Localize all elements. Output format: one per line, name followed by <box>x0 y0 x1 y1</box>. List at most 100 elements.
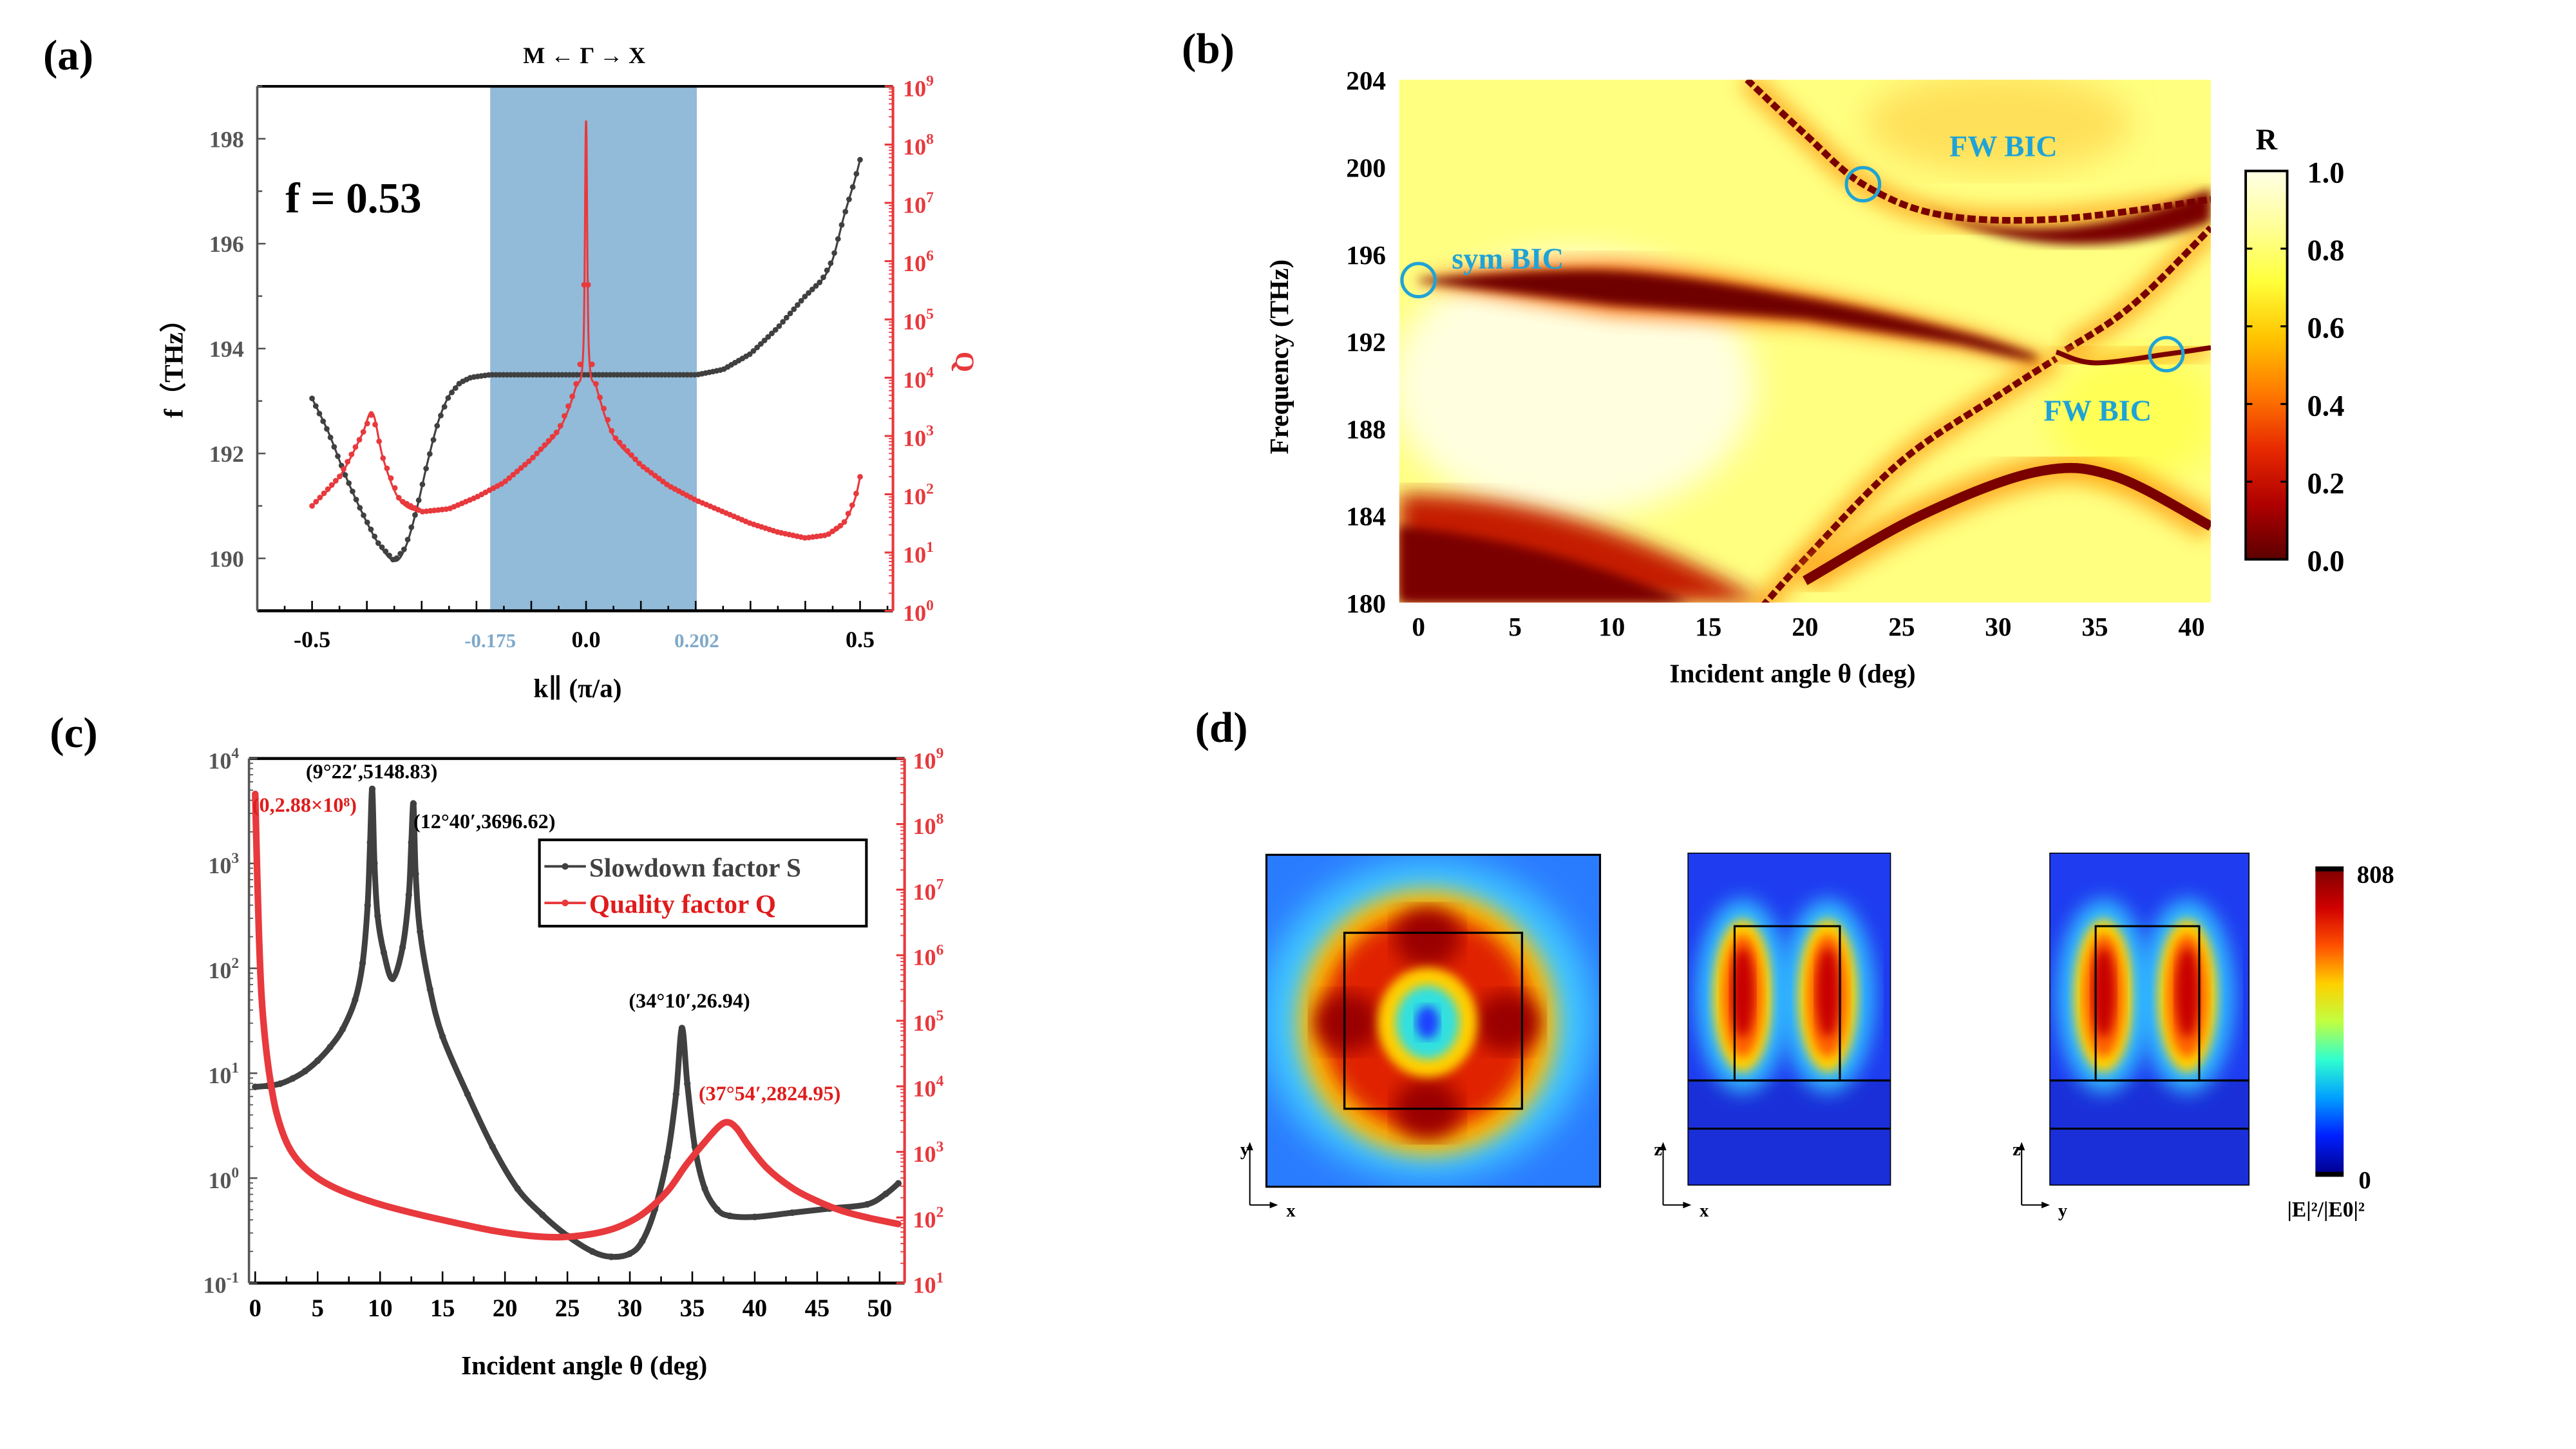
data-point-frequency <box>361 512 366 518</box>
substrate-region <box>2049 1079 2249 1186</box>
data-point-slowdown-factor <box>426 986 433 993</box>
data-point-quality-factor <box>414 1211 421 1218</box>
y-tick-label-left: 102 <box>208 955 239 983</box>
y-tick-label-left: 10-1 <box>204 1269 240 1298</box>
axis-label-horizontal: x <box>1286 1201 1296 1221</box>
legend-box <box>538 838 868 928</box>
data-point-frequency <box>828 260 834 267</box>
axis-label-vertical: z <box>2012 1140 2021 1160</box>
data-point-Q <box>553 430 560 435</box>
x-tick-label: 35 <box>2081 612 2108 641</box>
x-tick-label: 50 <box>867 1295 893 1322</box>
data-point-frequency <box>750 348 757 354</box>
data-point-slowdown-factor <box>412 870 419 878</box>
data-point-Q <box>585 281 591 288</box>
arrowhead <box>2018 1142 2025 1151</box>
x-tick-label: 5 <box>312 1295 324 1322</box>
field-map-xz <box>1688 853 1891 1186</box>
y-tick-label-left: 100 <box>208 1165 239 1193</box>
tick-exponent: 9 <box>926 73 934 90</box>
y-tick-label: 192 <box>1346 327 1386 357</box>
panel-b: (b) 0 5 10 15 20 25 30 35 40 180 184 188 192 196 200 20… <box>1182 25 2344 688</box>
data-point-slowdown-factor <box>314 1057 321 1065</box>
data-point-Q <box>833 526 840 532</box>
y-axis-title-right: Q <box>951 352 980 372</box>
data-point-slowdown-factor <box>399 943 406 951</box>
arrowhead <box>2041 1201 2050 1209</box>
colorbar-tick-label: 0.6 <box>2307 312 2344 345</box>
data-point-quality-factor <box>255 932 263 939</box>
legend-swatch-marker <box>562 899 569 907</box>
x-tick-label: 40 <box>743 1295 768 1322</box>
tick-exponent: 5 <box>936 1007 944 1024</box>
y-tick-label-left: 192 <box>209 441 244 467</box>
data-point-frequency <box>335 453 341 459</box>
colorbar-tick-label: 1.0 <box>2307 157 2344 190</box>
data-point-slowdown-factor <box>489 1143 496 1150</box>
highlight-band <box>490 86 697 611</box>
data-point-Q <box>573 381 580 387</box>
axis-label-vertical: z <box>1654 1140 1662 1160</box>
data-point-Q <box>565 403 571 410</box>
field-lobe-core <box>1816 947 1840 1037</box>
data-point-frequency <box>404 536 411 543</box>
data-point-slowdown-factor <box>539 1211 546 1218</box>
y-tick-label-right: 101 <box>913 1269 944 1298</box>
data-point-Q <box>609 428 615 434</box>
y-tick-label: 196 <box>1346 240 1386 270</box>
data-point-Q <box>612 435 619 441</box>
data-point-quality-factor <box>254 866 261 874</box>
y-axis-title-left: f（THz） <box>159 306 189 418</box>
data-point-frequency <box>438 412 444 419</box>
data-point-frequency <box>842 209 849 215</box>
data-point-frequency <box>423 466 430 471</box>
arrowhead <box>1683 1201 1692 1209</box>
data-point-Q <box>392 485 398 491</box>
tick-base: 10 <box>208 853 231 878</box>
colorbar-tick-label: 0.4 <box>2307 390 2344 422</box>
colorbar-gradient <box>2244 169 2289 561</box>
data-point-slowdown-factor <box>339 1025 346 1033</box>
data-point-slowdown-factor <box>408 838 415 846</box>
data-point-Q <box>581 281 587 288</box>
y-tick-label: 180 <box>1346 589 1386 618</box>
data-point-slowdown-factor <box>701 1185 708 1192</box>
data-point-quality-factor <box>489 1227 496 1234</box>
data-point-slowdown-factor <box>352 996 359 1003</box>
tick-base: 10 <box>903 134 926 160</box>
data-point-frequency <box>791 306 797 312</box>
data-point-Q <box>313 498 319 505</box>
data-point-quality-factor <box>526 1232 534 1240</box>
data-point-Q <box>632 456 638 462</box>
coordinate-axes-indicator: zy <box>2012 1140 2067 1221</box>
data-point-Q <box>857 473 863 480</box>
tick-base: 10 <box>913 1075 936 1101</box>
tick-exponent: 8 <box>926 131 934 148</box>
arrowhead <box>1269 1201 1278 1209</box>
data-point-Q <box>841 519 848 525</box>
tick-base: 10 <box>913 813 936 839</box>
tick-exponent: 5 <box>926 306 934 323</box>
data-point-frequency <box>386 553 392 558</box>
colorbar-gradient <box>2315 869 2344 1174</box>
data-point-quality-factor <box>716 1122 723 1130</box>
data-point-frequency <box>408 524 415 531</box>
data-point-Q <box>360 429 366 435</box>
data-point-frequency <box>783 314 790 321</box>
bic-label: FW BIC <box>2043 395 2152 428</box>
data-point-slowdown-factor <box>672 1090 679 1098</box>
data-point-Q <box>321 490 327 497</box>
panel-c-axes: 0 5 10 15 20 25 30 35 40 45 5010-11001011021031041… <box>204 745 944 1322</box>
y-tick-label-right: 102 <box>913 1204 944 1233</box>
tick-base: 10 <box>208 1063 231 1088</box>
data-point-frequency <box>368 526 374 533</box>
low-reflectance-band <box>2055 345 2211 366</box>
tick-exponent: 2 <box>231 955 239 972</box>
data-point-quality-factor <box>764 1164 771 1172</box>
data-point-quality-factor <box>895 1220 902 1227</box>
data-point-quality-factor <box>864 1214 871 1221</box>
data-point-slowdown-factor <box>664 1153 671 1160</box>
tick-exponent: 3 <box>231 850 239 867</box>
legend-entry: Quality factor Q <box>589 889 776 919</box>
